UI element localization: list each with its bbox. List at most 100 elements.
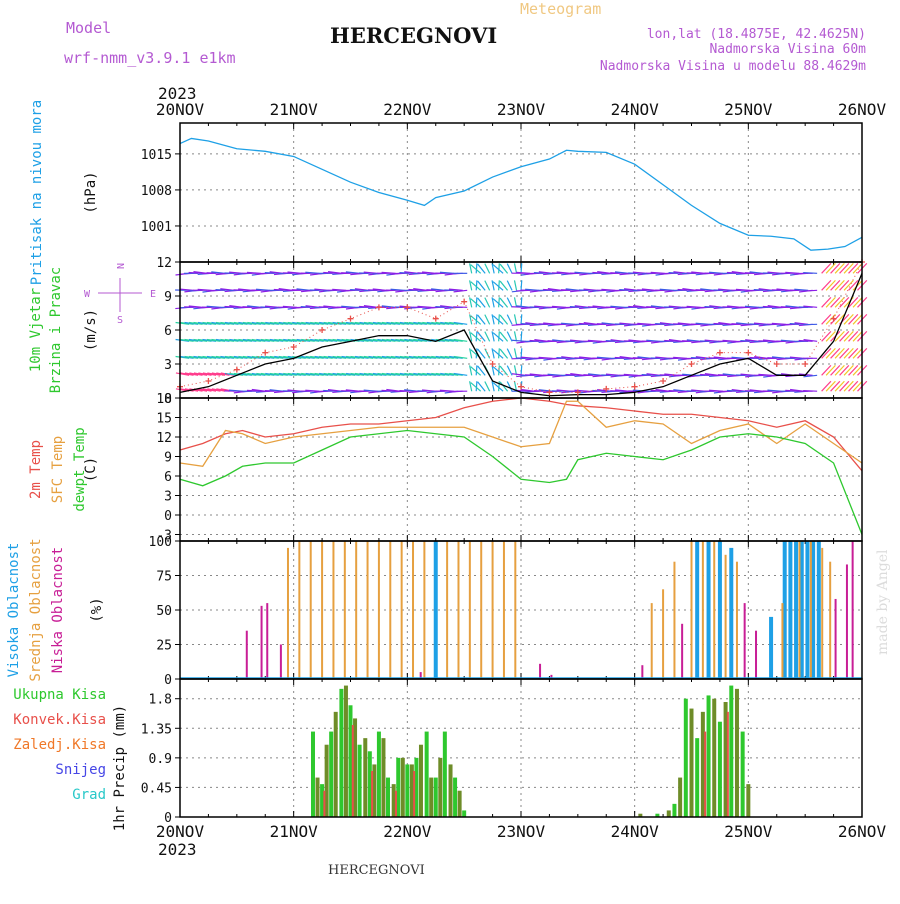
panel-title-label: 2m Temp xyxy=(28,440,44,499)
y-tick-label: 12 xyxy=(156,431,172,446)
wind-barb xyxy=(507,381,512,391)
cloud-bar xyxy=(681,624,683,679)
wind-barb xyxy=(853,365,862,375)
wind-barb xyxy=(514,280,516,290)
cloud-bar xyxy=(729,548,733,679)
wind-barb xyxy=(853,263,862,273)
wind-barb xyxy=(512,340,526,341)
wind-gust-marker xyxy=(234,367,240,373)
cloud-bar xyxy=(702,541,704,679)
wind-barb xyxy=(521,280,522,290)
cloud-bar xyxy=(736,562,738,679)
wind-barb xyxy=(507,366,512,376)
cloud-bar xyxy=(321,541,323,679)
cloud-bar xyxy=(355,541,357,679)
wind-barb xyxy=(844,263,853,273)
cloud-bar xyxy=(434,541,438,679)
wind-barb xyxy=(844,331,853,341)
wind-gust-marker xyxy=(376,304,382,310)
cloud-bar xyxy=(367,541,369,679)
wind-barb xyxy=(507,298,512,308)
wind-barb xyxy=(521,263,522,273)
wind-barb xyxy=(499,331,500,341)
wind-barb xyxy=(835,365,844,375)
cloud-bar xyxy=(641,665,643,679)
y-tick-label: 3 xyxy=(164,358,172,373)
x-tick-label-bottom: 24NOV xyxy=(611,822,660,841)
y-tick-label: 6 xyxy=(164,324,172,339)
compass-cross xyxy=(98,278,142,312)
wind-barb xyxy=(849,381,858,391)
wind-barb xyxy=(853,297,862,307)
y-tick-label: 25 xyxy=(156,639,172,654)
panel-title-label: Visoka Oblacnost xyxy=(6,543,22,678)
wind-barb xyxy=(521,365,522,375)
wind-barb xyxy=(840,297,849,307)
wind-barb xyxy=(514,331,516,341)
cloud-bar xyxy=(503,541,505,679)
cloud-bar xyxy=(781,603,783,679)
precip-legend-label: Zaledj.Kisa xyxy=(13,737,106,753)
precip-legend-label: Konvek.Kisa xyxy=(13,712,106,728)
cloud-bar xyxy=(423,541,425,679)
wind-barb xyxy=(485,332,490,342)
precip-total-bar xyxy=(667,810,671,817)
wind-barb xyxy=(822,280,831,290)
panel-frame-pressure xyxy=(180,123,862,262)
watermark: made by Angel xyxy=(875,549,891,655)
x-tick-label-top: 26NOV xyxy=(838,100,887,119)
wind-barb xyxy=(831,263,840,273)
precip-total-bar xyxy=(735,689,739,817)
wind-barb xyxy=(853,381,862,391)
wind-barb xyxy=(476,314,477,324)
panel-title-label: 10m Vjetar xyxy=(28,288,44,372)
precip-total-bar xyxy=(425,732,429,817)
wind-barb xyxy=(840,331,849,341)
wind-gust-marker xyxy=(632,384,638,390)
wind-barb xyxy=(853,331,862,341)
cloud-bar xyxy=(744,603,746,679)
y-tick-label: 0.9 xyxy=(149,752,172,767)
x-tick-label-bottom: 22NOV xyxy=(383,822,432,841)
wind-barb xyxy=(507,315,512,325)
wind-barb xyxy=(849,365,858,375)
precip-total-bar xyxy=(377,732,381,817)
panel-title-label: SFC Temp xyxy=(50,436,66,503)
wind-barb xyxy=(476,331,477,341)
x-tick-label-top: 20NOV xyxy=(156,100,205,119)
wind-barb xyxy=(822,381,831,391)
panel-title-label: Brzina i Pravac xyxy=(48,267,64,393)
wind-barb xyxy=(840,365,849,375)
altitude-label: Nadmorska Visina 60m xyxy=(709,42,866,57)
precip-total-bar xyxy=(712,699,716,817)
precip-total-bar xyxy=(419,745,423,817)
wind-gust-marker xyxy=(774,361,780,367)
y-tick-label: 9 xyxy=(164,290,172,305)
wind-gust-marker xyxy=(717,350,723,356)
cloud-bar xyxy=(651,603,653,679)
precip-conv-bar xyxy=(395,791,397,817)
cloud-bar xyxy=(514,541,516,679)
precip-total-bar xyxy=(443,732,447,817)
cloud-bar xyxy=(492,541,494,679)
wind-barb xyxy=(476,365,477,375)
wind-barb xyxy=(499,297,500,307)
precip-total-bar xyxy=(363,738,367,817)
wind-barb xyxy=(476,280,477,290)
wind-barb xyxy=(485,381,490,391)
panel-unit-label: (m/s) xyxy=(83,309,99,351)
precip-total-bar xyxy=(316,778,320,817)
cloud-bar xyxy=(298,541,300,679)
y-tick-label: 9 xyxy=(164,451,172,466)
precip-legend-label: Grad xyxy=(72,787,106,803)
cloud-bar xyxy=(725,555,727,679)
wind-gust-marker xyxy=(262,350,268,356)
y-tick-label: 0 xyxy=(164,673,172,688)
pressure-line xyxy=(180,138,862,250)
x-tick-label-top: 22NOV xyxy=(383,100,432,119)
wind-barb xyxy=(826,365,835,375)
panel-title-label: dewpt Temp xyxy=(72,427,88,511)
wind-barb xyxy=(507,332,512,342)
